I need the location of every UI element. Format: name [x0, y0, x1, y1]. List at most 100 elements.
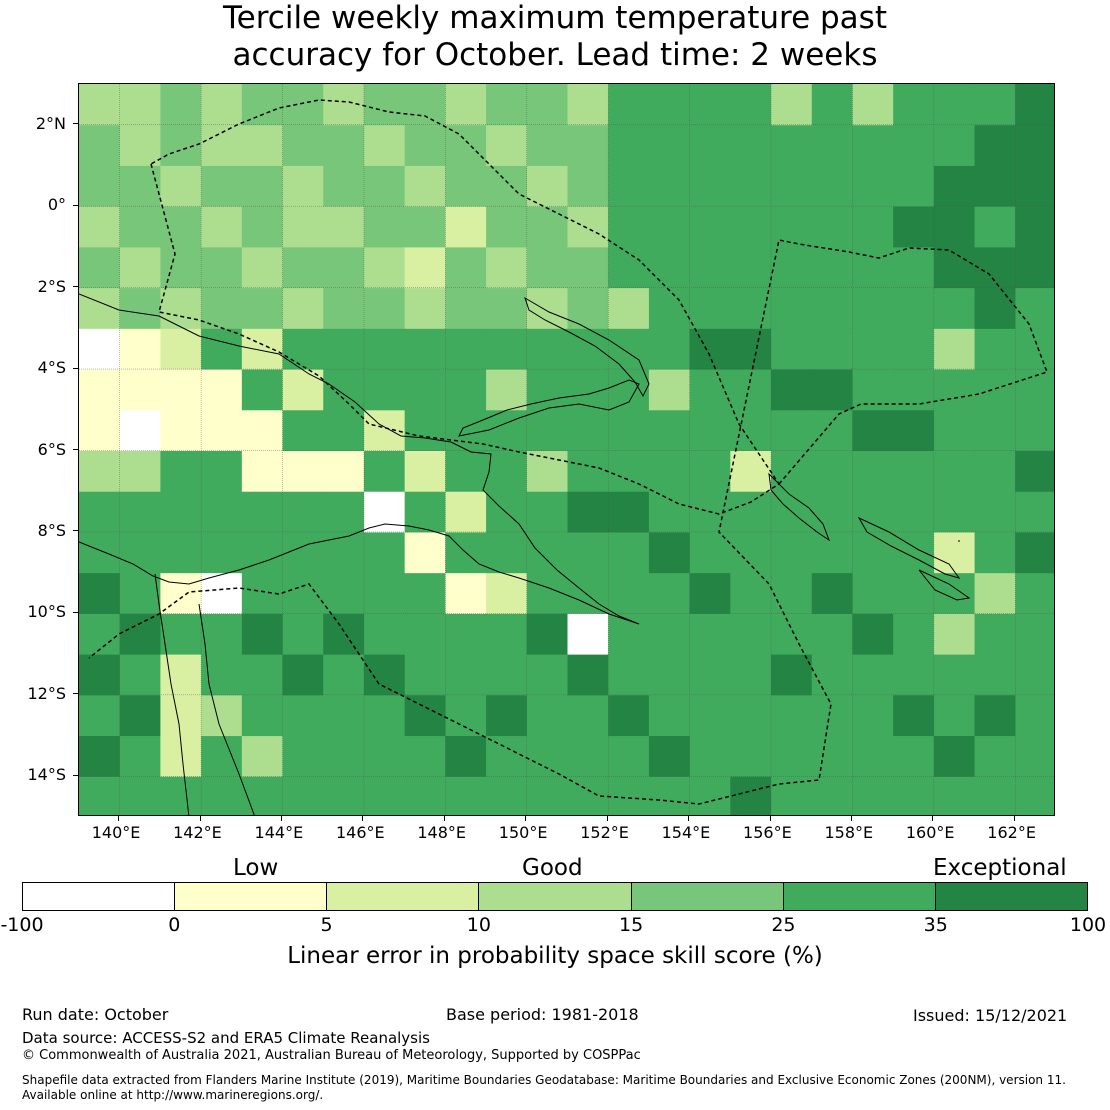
skill-cell — [323, 206, 365, 248]
skill-cell — [893, 654, 935, 696]
skill-cell — [648, 84, 691, 126]
skill-cell — [160, 776, 202, 815]
skill-cell — [241, 409, 284, 451]
skill-cell — [1015, 694, 1054, 737]
lat-tick-label: 10°S — [27, 602, 66, 622]
skill-cell — [648, 206, 691, 248]
skill-cell — [893, 328, 935, 370]
skill-cell — [201, 776, 243, 815]
lon-tick-label: 158°E — [824, 823, 874, 842]
skill-cell — [852, 409, 894, 451]
skill-cell — [282, 450, 324, 492]
skill-cell — [730, 613, 772, 655]
skill-cell — [1015, 124, 1054, 166]
skill-cell — [933, 206, 976, 248]
skill-cell — [811, 206, 853, 248]
skill-cell — [404, 369, 446, 411]
lon-tick-mark — [199, 816, 201, 821]
skill-cell — [323, 654, 365, 696]
skill-cell — [608, 124, 650, 166]
skill-cell — [445, 328, 487, 370]
skill-cell — [486, 409, 528, 451]
skill-cell — [79, 165, 121, 207]
skill-map-canvas — [79, 84, 1054, 815]
skill-cell — [689, 84, 731, 126]
skill-cell — [811, 165, 853, 207]
skill-cell — [567, 409, 609, 451]
colorbar-segment — [783, 883, 936, 910]
skill-cell — [79, 409, 121, 451]
skill-cell — [893, 246, 935, 289]
skill-cell — [567, 491, 609, 533]
skill-cell — [79, 694, 121, 737]
colorbar-segment — [935, 883, 1087, 910]
skill-cell — [160, 124, 202, 166]
shapefile-credit-line-1: Shapefile data extracted from Flanders M… — [22, 1073, 1066, 1087]
skill-cell — [567, 694, 609, 737]
skill-cell — [201, 531, 243, 574]
skill-cell — [445, 124, 487, 166]
lat-tick-mark — [73, 774, 78, 776]
skill-cell — [648, 531, 691, 574]
skill-cell — [282, 246, 324, 289]
skill-cell — [160, 206, 202, 248]
skill-cell — [526, 776, 568, 815]
skill-cell — [730, 776, 772, 815]
skill-cell — [1015, 735, 1054, 777]
skill-cell — [1015, 369, 1054, 411]
colorbar-tick-label: 0 — [168, 914, 181, 936]
skill-cell — [648, 776, 691, 815]
skill-cell — [1015, 572, 1054, 614]
skill-cell — [363, 531, 406, 574]
skill-cell — [811, 491, 853, 533]
skill-cell — [241, 654, 284, 696]
skill-cell — [648, 246, 691, 289]
shapefile-credit-line-2: Available online at http://www.marinereg… — [22, 1088, 324, 1102]
skill-cell — [689, 572, 731, 614]
skill-cell — [1015, 165, 1054, 207]
skill-cell — [363, 654, 406, 696]
skill-cell — [201, 124, 243, 166]
skill-cell — [119, 84, 161, 126]
skill-cell — [933, 287, 976, 329]
colorbar-low-label: Low — [233, 855, 279, 881]
colorbar-exceptional-label: Exceptional — [933, 855, 1067, 881]
skill-cell — [323, 450, 365, 492]
skill-cell — [486, 491, 528, 533]
skill-cell — [974, 369, 1016, 411]
skill-cell — [404, 328, 446, 370]
skill-cell — [404, 206, 446, 248]
skill-cell — [282, 694, 324, 737]
skill-cell — [893, 735, 935, 777]
lon-tick-label: 162°E — [987, 823, 1036, 842]
skill-cell — [811, 124, 853, 166]
lon-tick-label: 140°E — [91, 823, 141, 842]
skill-cell — [974, 84, 1016, 126]
skill-cell — [689, 328, 731, 370]
skill-cell — [730, 654, 772, 696]
skill-cell — [771, 654, 813, 696]
skill-cell — [363, 206, 406, 248]
run-date: Run date: October — [22, 1005, 169, 1024]
skill-cell — [852, 287, 894, 329]
skill-cell — [486, 572, 528, 614]
skill-cell — [933, 572, 976, 614]
colorbar-segment — [327, 883, 480, 910]
skill-cell — [160, 328, 202, 370]
skill-cell — [486, 165, 528, 207]
skill-cell — [933, 246, 976, 289]
skill-cell — [893, 694, 935, 737]
skill-cell — [79, 124, 121, 166]
skill-cell — [689, 735, 731, 777]
skill-cell — [526, 246, 568, 289]
skill-cell — [852, 572, 894, 614]
skill-cell — [79, 735, 121, 777]
skill-cell — [201, 369, 243, 411]
skill-cell — [608, 531, 650, 574]
skill-cell — [445, 735, 487, 777]
skill-cell — [404, 450, 446, 492]
skill-cell — [730, 328, 772, 370]
skill-cell — [974, 206, 1016, 248]
skill-cell — [771, 369, 813, 411]
skill-cell — [811, 613, 853, 655]
